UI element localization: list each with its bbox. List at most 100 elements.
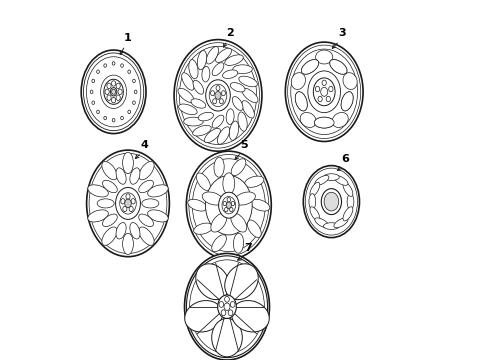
Ellipse shape <box>202 192 223 205</box>
Ellipse shape <box>320 87 328 96</box>
Ellipse shape <box>221 310 226 316</box>
Ellipse shape <box>322 80 326 86</box>
Ellipse shape <box>313 78 335 106</box>
Ellipse shape <box>218 127 230 144</box>
Ellipse shape <box>321 189 342 215</box>
Ellipse shape <box>107 95 111 100</box>
Ellipse shape <box>316 50 333 64</box>
Ellipse shape <box>212 235 226 252</box>
Ellipse shape <box>116 222 126 239</box>
Ellipse shape <box>209 84 227 107</box>
Ellipse shape <box>122 233 133 255</box>
Ellipse shape <box>341 92 353 111</box>
Ellipse shape <box>323 174 339 180</box>
Ellipse shape <box>198 112 214 121</box>
Ellipse shape <box>300 112 316 127</box>
Ellipse shape <box>120 193 136 214</box>
Ellipse shape <box>139 161 154 180</box>
Text: 1: 1 <box>124 33 132 43</box>
Ellipse shape <box>112 89 116 94</box>
Ellipse shape <box>231 159 246 176</box>
Ellipse shape <box>89 153 167 253</box>
Text: 6: 6 <box>341 154 349 164</box>
Text: 3: 3 <box>339 28 346 38</box>
Ellipse shape <box>191 99 206 108</box>
Ellipse shape <box>147 185 168 197</box>
Ellipse shape <box>87 150 170 257</box>
Ellipse shape <box>230 207 233 212</box>
Ellipse shape <box>232 301 270 332</box>
Ellipse shape <box>301 59 319 74</box>
Ellipse shape <box>235 192 255 205</box>
Ellipse shape <box>88 185 108 197</box>
Ellipse shape <box>211 91 215 96</box>
Ellipse shape <box>112 98 116 103</box>
Ellipse shape <box>126 194 130 199</box>
Ellipse shape <box>196 264 229 300</box>
Ellipse shape <box>227 198 230 202</box>
Ellipse shape <box>204 129 220 143</box>
Ellipse shape <box>222 70 238 78</box>
Ellipse shape <box>128 70 130 73</box>
Ellipse shape <box>222 197 236 214</box>
Ellipse shape <box>225 264 258 300</box>
Ellipse shape <box>139 180 153 193</box>
Ellipse shape <box>315 218 329 228</box>
Ellipse shape <box>310 182 320 197</box>
Ellipse shape <box>90 90 93 94</box>
Ellipse shape <box>239 76 257 87</box>
Ellipse shape <box>288 45 361 139</box>
Ellipse shape <box>83 53 144 131</box>
Ellipse shape <box>295 92 307 111</box>
Ellipse shape <box>251 199 270 211</box>
Ellipse shape <box>179 46 257 144</box>
Ellipse shape <box>116 83 120 89</box>
Ellipse shape <box>112 62 115 65</box>
Text: 4: 4 <box>140 140 148 150</box>
Ellipse shape <box>230 82 245 92</box>
Ellipse shape <box>219 301 223 307</box>
Ellipse shape <box>130 222 140 239</box>
Ellipse shape <box>301 59 319 74</box>
Text: 7: 7 <box>245 243 252 253</box>
Ellipse shape <box>196 173 210 190</box>
Ellipse shape <box>314 117 334 128</box>
Ellipse shape <box>314 117 334 128</box>
Ellipse shape <box>188 199 207 211</box>
Ellipse shape <box>185 301 222 332</box>
Ellipse shape <box>104 79 123 104</box>
Ellipse shape <box>110 87 117 96</box>
Ellipse shape <box>238 112 247 131</box>
Ellipse shape <box>193 80 204 94</box>
Ellipse shape <box>206 80 230 111</box>
Ellipse shape <box>193 125 211 136</box>
Ellipse shape <box>223 201 226 206</box>
Ellipse shape <box>229 121 239 140</box>
Ellipse shape <box>122 152 133 174</box>
Ellipse shape <box>216 48 232 62</box>
Ellipse shape <box>334 175 348 185</box>
Ellipse shape <box>205 175 252 235</box>
Ellipse shape <box>174 40 262 151</box>
Ellipse shape <box>226 109 234 125</box>
Ellipse shape <box>213 99 217 104</box>
Ellipse shape <box>112 118 115 122</box>
Ellipse shape <box>206 46 219 64</box>
Ellipse shape <box>232 96 243 111</box>
Ellipse shape <box>231 213 247 232</box>
Ellipse shape <box>81 50 146 134</box>
Ellipse shape <box>186 256 268 357</box>
Ellipse shape <box>186 151 271 259</box>
Ellipse shape <box>218 295 236 319</box>
Ellipse shape <box>102 214 117 226</box>
Ellipse shape <box>190 260 265 354</box>
Ellipse shape <box>212 63 224 76</box>
Ellipse shape <box>128 110 130 114</box>
Ellipse shape <box>291 49 358 135</box>
Ellipse shape <box>116 168 126 184</box>
Ellipse shape <box>224 303 230 310</box>
Ellipse shape <box>224 207 228 212</box>
Ellipse shape <box>211 213 227 232</box>
Ellipse shape <box>242 100 254 118</box>
Ellipse shape <box>116 188 141 219</box>
